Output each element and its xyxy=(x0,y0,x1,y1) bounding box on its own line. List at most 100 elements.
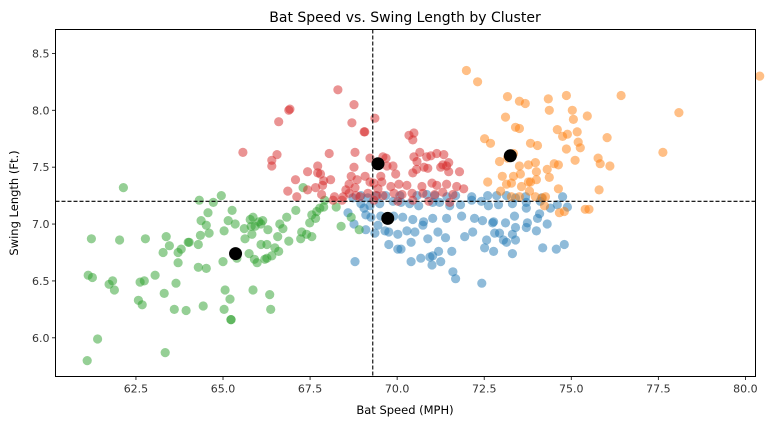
data-point xyxy=(480,243,490,253)
data-point xyxy=(181,305,191,316)
data-point xyxy=(558,192,568,202)
data-point xyxy=(225,294,235,304)
data-point xyxy=(326,175,336,185)
x-axis-ticks: 62.5 65.0 67.5 70.0 72.5 75.0 77.5 80.0 xyxy=(124,376,758,396)
data-point xyxy=(544,172,554,182)
x-tick-label: 62.5 xyxy=(124,383,149,396)
data-point xyxy=(406,237,416,247)
data-point xyxy=(501,237,512,247)
data-point xyxy=(349,162,359,172)
data-point xyxy=(324,148,334,159)
data-point xyxy=(267,251,277,261)
data-point xyxy=(594,185,604,195)
reference-lines xyxy=(55,29,756,377)
data-point xyxy=(561,144,572,154)
data-point xyxy=(201,263,211,273)
data-point xyxy=(274,246,284,256)
series-2 xyxy=(82,183,364,366)
data-point xyxy=(198,301,208,311)
data-point xyxy=(384,239,394,250)
data-point xyxy=(432,180,442,190)
data-point xyxy=(561,90,572,101)
data-point xyxy=(435,197,445,207)
data-point xyxy=(216,191,226,201)
data-point xyxy=(393,229,403,239)
plot-frame xyxy=(55,29,756,377)
data-point xyxy=(382,161,392,171)
data-point xyxy=(542,219,552,229)
x-tick-label: 77.5 xyxy=(646,383,671,396)
data-point xyxy=(468,227,478,237)
data-point xyxy=(160,348,170,358)
data-point xyxy=(448,267,458,277)
data-point xyxy=(473,77,483,87)
data-point xyxy=(346,212,356,222)
data-point xyxy=(194,195,204,205)
data-point xyxy=(410,227,420,237)
data-point xyxy=(423,234,433,244)
data-point xyxy=(506,192,516,202)
data-point xyxy=(282,212,292,222)
series-0 xyxy=(343,189,573,288)
data-point xyxy=(520,98,530,109)
data-point xyxy=(354,225,364,235)
x-tick-label: 65.0 xyxy=(211,383,236,396)
data-point xyxy=(433,227,443,237)
data-point xyxy=(493,200,504,210)
data-point xyxy=(552,200,562,210)
data-point xyxy=(490,228,500,238)
data-point xyxy=(451,274,461,284)
data-point xyxy=(409,152,419,162)
data-point xyxy=(568,114,579,124)
data-point xyxy=(417,181,427,192)
data-point xyxy=(575,143,585,153)
data-point xyxy=(140,234,150,244)
data-point xyxy=(226,315,236,325)
series-3 xyxy=(238,85,469,207)
data-point xyxy=(319,176,329,186)
data-point xyxy=(115,235,125,245)
data-point xyxy=(204,228,214,238)
data-point xyxy=(248,285,258,295)
data-point xyxy=(514,192,525,202)
data-point xyxy=(195,230,205,240)
data-point xyxy=(230,219,240,229)
data-point xyxy=(494,156,505,167)
data-point xyxy=(436,257,446,267)
data-point xyxy=(407,188,417,198)
data-point xyxy=(469,213,480,223)
data-point xyxy=(223,216,233,226)
data-point xyxy=(521,222,531,233)
data-point xyxy=(500,112,511,122)
data-point xyxy=(352,175,362,185)
data-point xyxy=(524,186,535,196)
data-point xyxy=(391,169,401,179)
data-point xyxy=(350,183,360,193)
y-tick-label: 7.0 xyxy=(32,218,50,231)
data-point xyxy=(422,152,432,162)
data-point xyxy=(337,195,347,205)
x-tick-label: 80.0 xyxy=(733,383,758,396)
data-point xyxy=(496,186,506,196)
data-point xyxy=(313,161,323,171)
data-point xyxy=(381,153,391,163)
y-tick-label: 7.5 xyxy=(32,161,50,174)
data-point xyxy=(398,212,408,222)
data-point xyxy=(428,213,438,223)
data-point xyxy=(432,148,442,159)
centroid-red xyxy=(371,157,385,171)
x-tick-label: 67.5 xyxy=(298,383,323,396)
data-point xyxy=(514,123,525,134)
data-point xyxy=(402,180,412,190)
data-point xyxy=(158,247,168,258)
data-point xyxy=(408,135,418,145)
data-point xyxy=(274,117,284,127)
data-point xyxy=(540,192,551,202)
data-point xyxy=(86,234,96,244)
data-point xyxy=(238,147,248,157)
data-point xyxy=(477,278,487,288)
x-tick-label: 70.0 xyxy=(385,383,410,396)
data-point xyxy=(169,304,179,314)
data-point xyxy=(580,204,590,214)
data-point xyxy=(525,138,536,148)
